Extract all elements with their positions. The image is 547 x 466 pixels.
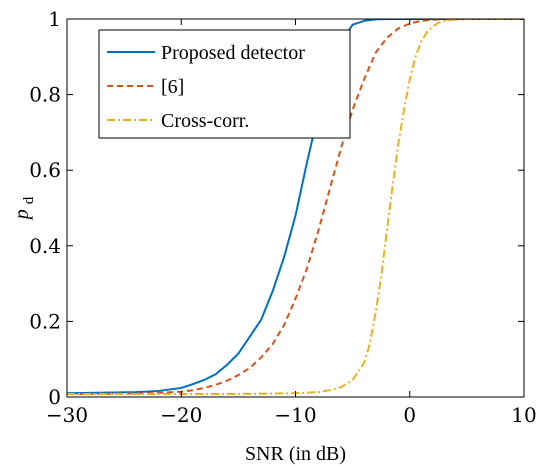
y-tick-label: 1 [48,7,61,31]
legend: Proposed detector [6] Cross-corr. [98,29,351,139]
legend-label-2: [6] [161,76,184,98]
series-line-3 [67,19,524,395]
legend-label-1: Proposed detector [161,42,305,64]
series-layer [67,19,524,395]
x-tick-label: 10 [511,403,536,427]
x-tick-label: 0 [403,403,416,427]
y-tick-label: 0 [48,385,61,409]
series-line-1 [67,19,524,395]
x-tick-label: −10 [274,403,316,427]
y-tick-label: 0.2 [29,309,61,333]
x-tick-label: −20 [160,403,202,427]
y-axis-label-sub: d [21,196,37,204]
y-axis-label-main: p [11,209,33,221]
x-tick-label: −30 [46,403,88,427]
series-line-2 [67,19,524,395]
ticks-layer [66,18,525,398]
legend-label-3: Cross-corr. [161,110,249,132]
y-axis-label: p d [11,196,37,221]
y-tick-label: 0.6 [29,158,61,182]
y-tick-labels: 0 0.2 0.4 0.6 0.8 1 [29,7,61,409]
y-tick-label: 0.8 [29,83,61,107]
x-axis-label: SNR (in dB) [245,443,346,465]
x-tick-labels: −30 −20 −10 0 10 [46,403,537,427]
y-tick-label: 0.4 [29,234,61,258]
